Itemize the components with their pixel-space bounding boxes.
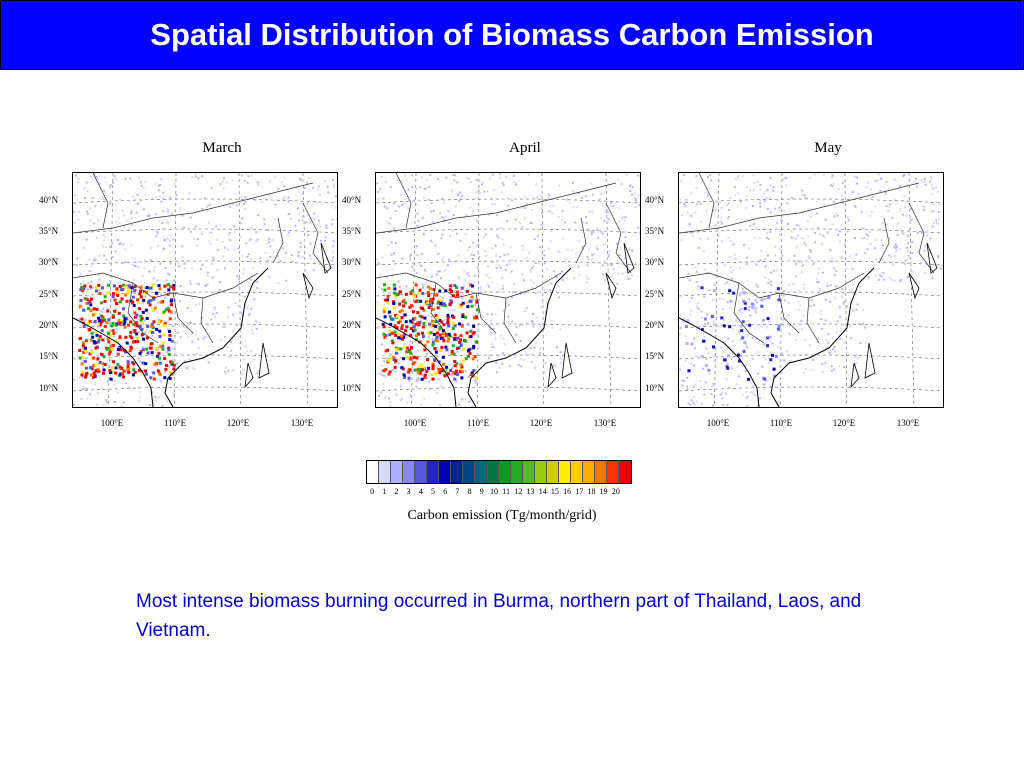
map-panel-march: March (72, 140, 372, 440)
colorbar-tick: 4 (418, 487, 423, 496)
map-title-may: May (814, 140, 842, 156)
colorbar-tick: 19 (599, 487, 608, 496)
colorbar-swatch (379, 461, 391, 483)
map-graphic-may (679, 173, 943, 407)
latitude-label: 25°N (342, 289, 362, 299)
colorbar-tick: 1 (382, 487, 387, 496)
latitude-label: 10°N (39, 383, 59, 393)
longitude-label: 120°E (226, 418, 250, 428)
latitude-label: 20°N (39, 320, 59, 330)
latitude-label: 25°N (39, 289, 59, 299)
colorbar-swatch (535, 461, 547, 483)
longitude-label: 100°E (403, 418, 427, 428)
colorbar-swatch (427, 461, 439, 483)
colorbar-caption: Carbon emission (Tg/month/grid) (407, 508, 597, 523)
colorbar (366, 460, 632, 484)
longitude-label: 100°E (100, 418, 124, 428)
colorbar-swatch (607, 461, 619, 483)
colorbar-swatch (367, 461, 379, 483)
colorbar-swatch (439, 461, 451, 483)
latitude-label: 40°N (342, 195, 362, 205)
colorbar-swatch (559, 461, 571, 483)
colorbar-swatch (415, 461, 427, 483)
colorbar-tick: 10 (489, 487, 498, 496)
colorbar-swatch (511, 461, 523, 483)
colorbar-swatch (583, 461, 595, 483)
colorbar-tick: 6 (443, 487, 448, 496)
colorbar-swatch (595, 461, 607, 483)
colorbar-tick: 0 (370, 487, 375, 496)
colorbar-swatch (391, 461, 403, 483)
colorbar-tick: 20 (611, 487, 620, 496)
colorbar-swatch (487, 461, 499, 483)
colorbar-tick: 17 (575, 487, 584, 496)
colorbar-swatch (523, 461, 535, 483)
colorbar-tick: 8 (467, 487, 472, 496)
longitude-label: 130°E (593, 418, 617, 428)
latitude-label: 35°N (342, 226, 362, 236)
longitude-label: 100°E (706, 418, 730, 428)
colorbar-tick: 13 (526, 487, 535, 496)
latitude-label: 15°N (39, 351, 59, 361)
colorbar-tick-labels: 0 1 2 3 4 5 6 7 8 9 10 11 12 13 14 15 16 17 18 19 20 (366, 487, 622, 496)
colorbar-swatch (619, 461, 631, 483)
map-graphic-april (376, 173, 640, 407)
colorbar-swatch (571, 461, 583, 483)
longitude-label: 120°E (832, 418, 856, 428)
colorbar-tick: 16 (563, 487, 572, 496)
latitude-label: 15°N (645, 351, 665, 361)
latitude-label: 30°N (645, 257, 665, 267)
latitude-label: 30°N (342, 257, 362, 267)
map-title-march: March (202, 140, 242, 156)
map-panel-may: May (678, 140, 978, 440)
latitude-label: 35°N (39, 226, 59, 236)
longitude-label: 130°E (290, 418, 314, 428)
latitude-label: 40°N (645, 195, 665, 205)
latitude-label: 20°N (645, 320, 665, 330)
colorbar-swatch (475, 461, 487, 483)
colorbar-swatch (547, 461, 559, 483)
map-graphic-march (73, 173, 337, 407)
map-panel-april: April (375, 140, 675, 440)
map-title-april: April (509, 140, 541, 156)
longitude-label: 130°E (896, 418, 920, 428)
slide-title: Spatial Distribution of Biomass Carbon E… (150, 17, 874, 52)
latitude-label: 30°N (39, 257, 59, 267)
colorbar-tick: 18 (587, 487, 596, 496)
longitude-label: 110°E (769, 418, 793, 428)
latitude-label: 20°N (342, 320, 362, 330)
colorbar-tick: 7 (455, 487, 460, 496)
colorbar-tick: 3 (406, 487, 411, 496)
colorbar-swatch (463, 461, 475, 483)
colorbar-tick: 12 (514, 487, 523, 496)
colorbar-tick: 9 (479, 487, 484, 496)
latitude-label: 35°N (645, 226, 665, 236)
colorbar-swatch (403, 461, 415, 483)
colorbar-tick: 14 (538, 487, 547, 496)
longitude-label: 120°E (529, 418, 553, 428)
title-bar: Spatial Distribution of Biomass Carbon E… (0, 0, 1024, 70)
colorbar-tick: 2 (394, 487, 399, 496)
latitude-label: 15°N (342, 351, 362, 361)
latitude-label: 10°N (645, 383, 665, 393)
colorbar-tick: 15 (550, 487, 559, 496)
map-may (678, 172, 944, 408)
colorbar-tick: 11 (502, 487, 510, 496)
colorbar-swatch (499, 461, 511, 483)
colorbar-tick: 5 (431, 487, 436, 496)
latitude-label: 10°N (342, 383, 362, 393)
summary-note: Most intense biomass burning occurred in… (136, 591, 862, 641)
map-april (375, 172, 641, 408)
map-march (72, 172, 338, 408)
longitude-label: 110°E (163, 418, 187, 428)
colorbar-swatch (451, 461, 463, 483)
latitude-label: 25°N (645, 289, 665, 299)
longitude-label: 110°E (466, 418, 490, 428)
latitude-label: 40°N (39, 195, 59, 205)
